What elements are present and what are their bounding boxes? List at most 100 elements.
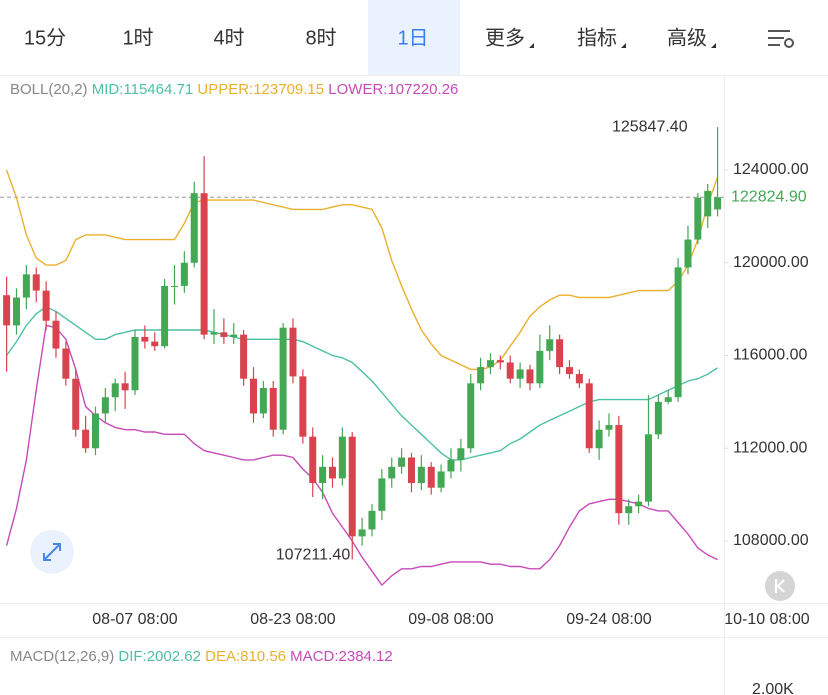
candle-body	[516, 369, 524, 379]
indicator-name: BOLL(20,2)	[10, 81, 88, 98]
candle-body	[279, 327, 287, 430]
candle-body	[477, 367, 485, 384]
candle-body	[704, 190, 712, 217]
tab[interactable]: 1日	[397, 27, 428, 49]
legend-item: MID:115464.71	[92, 81, 193, 98]
candle-body	[200, 193, 208, 335]
macd-item: DEA:810.56	[205, 648, 286, 665]
candle-body	[595, 429, 603, 449]
tab[interactable]: 1时	[122, 26, 153, 49]
candle-body	[52, 320, 60, 349]
candle-body	[585, 383, 593, 449]
candle-body	[220, 332, 228, 337]
candle-body	[486, 360, 494, 368]
candle-body	[694, 197, 702, 240]
candle-body	[714, 197, 722, 210]
tab[interactable]: 指标	[577, 26, 617, 49]
candle-body	[190, 193, 198, 263]
candle-body	[388, 466, 396, 479]
candle-body	[269, 387, 277, 430]
y-tick-label: 124000.00	[733, 161, 809, 178]
legend-item: LOWER:107220.26	[328, 81, 458, 98]
candle-body	[546, 339, 554, 351]
y-tick-label: 112000.00	[733, 439, 808, 456]
candle-body	[368, 510, 376, 530]
band-line	[5, 324, 718, 587]
candle-body	[496, 360, 504, 363]
candle-body	[407, 457, 415, 484]
candle-body	[328, 466, 336, 479]
candle-body	[289, 327, 297, 377]
band-line	[5, 169, 719, 371]
tab[interactable]: 4时	[213, 26, 244, 49]
candle-body	[358, 529, 366, 537]
back-button[interactable]	[765, 571, 795, 601]
dropdown-caret	[529, 43, 534, 48]
candle-body	[625, 506, 633, 514]
candle-body	[180, 262, 188, 286]
settings-icon[interactable]	[768, 30, 794, 48]
expand-button[interactable]	[30, 530, 74, 574]
candle-body	[249, 378, 257, 414]
x-tick-label: 08-07 08:00	[92, 611, 178, 628]
candle-body	[170, 285, 178, 287]
candle-body	[131, 336, 139, 391]
candle-body	[259, 387, 267, 414]
candle-body	[72, 378, 80, 430]
candle-body	[417, 466, 425, 484]
candle-body	[121, 383, 129, 391]
candle-body	[654, 401, 662, 435]
candle-body	[506, 362, 514, 379]
candle-body	[3, 295, 11, 326]
macd-tick-label: 2.00K	[752, 681, 794, 695]
candle-body	[101, 397, 109, 414]
candle-body	[575, 374, 583, 384]
tab[interactable]: 更多	[485, 26, 525, 49]
candle-body	[299, 376, 307, 437]
last-price-label: 122824.90	[731, 188, 807, 205]
candle-body	[161, 285, 169, 347]
x-tick-label: 09-08 08:00	[408, 611, 494, 628]
candle-body	[644, 434, 652, 502]
legend-item: UPPER:123709.15	[197, 81, 324, 98]
macd-item: DIF:2002.62	[118, 648, 201, 665]
candle-body	[240, 334, 248, 379]
tab[interactable]: 8时	[305, 26, 336, 49]
indicator-header: BOLL(20,2) MID:115464.71 UPPER:123709.15…	[10, 81, 458, 98]
macd-item: MACD:2384.12	[290, 648, 393, 665]
candle-body	[457, 448, 465, 460]
candle-body	[338, 436, 346, 479]
tab[interactable]: 高级	[667, 26, 707, 49]
candle-body	[42, 290, 50, 321]
candle-body	[437, 471, 445, 488]
candle-body	[556, 339, 564, 368]
candle-body	[536, 350, 544, 384]
candle-body	[12, 297, 20, 326]
macd-header: MACD(12,26,9) DIF:2002.62 DEA:810.56 MAC…	[10, 648, 393, 665]
y-tick-label: 108000.00	[733, 532, 809, 549]
candle-body	[635, 501, 643, 507]
x-tick-label: 08-23 08:00	[250, 611, 336, 628]
candle-body	[22, 274, 30, 298]
candle-body	[210, 332, 218, 335]
candle-body	[82, 429, 90, 449]
candle-body	[348, 436, 356, 537]
candle-body	[615, 425, 623, 514]
candle-body	[447, 459, 455, 472]
candle-body	[309, 436, 317, 484]
candle-body	[141, 336, 149, 342]
candle-body	[151, 341, 159, 347]
band-line	[6, 305, 718, 461]
candle-body	[605, 425, 613, 430]
dropdown-caret	[621, 43, 626, 48]
candle-body	[378, 478, 386, 511]
x-tick-label: 09-24 08:00	[566, 611, 652, 628]
x-tick-label: 10-10 08:00	[724, 611, 810, 628]
tab[interactable]: 15分	[24, 26, 66, 49]
candle-body	[427, 466, 435, 488]
macd-title: MACD(12,26,9)	[10, 648, 114, 665]
dropdown-caret	[711, 43, 716, 48]
candle-body	[565, 367, 573, 375]
